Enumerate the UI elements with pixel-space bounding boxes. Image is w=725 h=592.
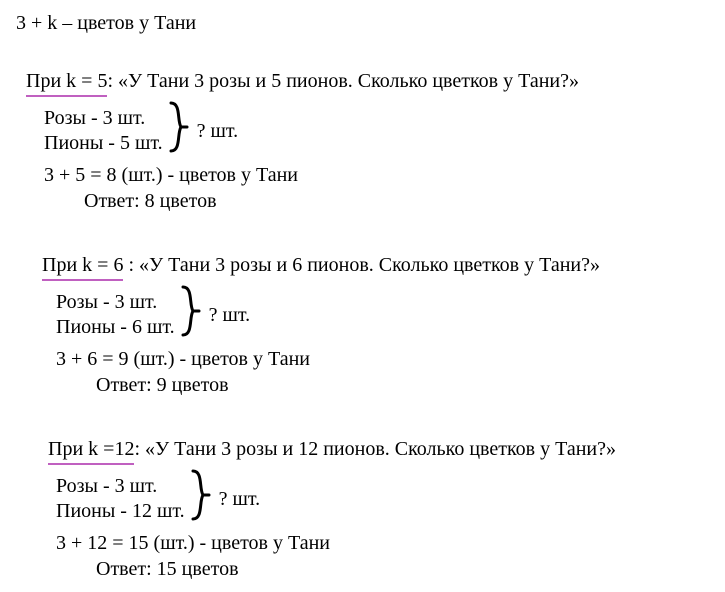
case-0-given-items: Розы - 3 шт. Пионы - 5 шт. — [44, 106, 163, 156]
case-1-k-prefix: При k = — [42, 254, 113, 276]
case-2-given-items: Розы - 3 шт. Пионы - 12 шт. — [56, 474, 185, 524]
case-0-k-label: При k = 5 — [26, 68, 107, 97]
case-2-k-value: 12 — [114, 438, 134, 460]
curly-brace-icon — [167, 101, 191, 160]
case-1-calc-line: 3 + 6 = 9 (шт.) - цветов у Тани — [56, 346, 709, 372]
curly-brace-icon — [189, 469, 213, 528]
case-0-given-group: Розы - 3 шт. Пионы - 5 шт. ? шт. — [44, 101, 709, 160]
case-2-given-group: Розы - 3 шт. Пионы - 12 шт. ? шт. — [56, 469, 709, 528]
case-2-answer-line: Ответ: 15 цветов — [96, 556, 709, 582]
case-2-k-prefix: При k = — [48, 438, 114, 460]
case-2-peony-line: Пионы - 12 шт. — [56, 499, 185, 524]
case-2-calc-line: 3 + 12 = 15 (шт.) - цветов у Тани — [56, 530, 709, 556]
case-1-problem-text: «У Тани 3 розы и 6 пионов. Сколько цветк… — [134, 254, 600, 276]
case-2-question: ? шт. — [219, 486, 261, 512]
curly-brace-icon — [179, 285, 203, 344]
case-1-k-value: 6 — [113, 254, 123, 276]
header-expression: 3 + k – цветов у Тани — [16, 10, 709, 36]
case-1-given-items: Розы - 3 шт. Пионы - 6 шт. — [56, 290, 175, 340]
case-0-question: ? шт. — [197, 118, 239, 144]
case-1-peony-line: Пионы - 6 шт. — [56, 315, 175, 340]
case-1-k-label: При k = 6 — [42, 252, 123, 281]
case-1-rose-line: Розы - 3 шт. — [56, 290, 175, 315]
case-2-title-line: При k =12: «У Тани 3 розы и 12 пионов. С… — [38, 410, 709, 465]
case-0-title-line: При k = 5: «У Тани 3 розы и 5 пионов. Ск… — [16, 42, 709, 97]
case-0-answer-line: Ответ: 8 цветов — [84, 188, 709, 214]
case-0-problem-text: «У Тани 3 розы и 5 пионов. Сколько цветк… — [113, 70, 579, 92]
case-2-k-label: При k =12 — [48, 436, 134, 465]
case-2-problem-text: «У Тани 3 розы и 12 пионов. Сколько цвет… — [140, 438, 616, 460]
case-2-rose-line: Розы - 3 шт. — [56, 474, 185, 499]
case-0-rose-line: Розы - 3 шт. — [44, 106, 163, 131]
case-0-k-prefix: При k = — [26, 70, 97, 92]
case-1-colon: : — [123, 254, 134, 276]
case-1-question: ? шт. — [209, 302, 251, 328]
case-1-given-group: Розы - 3 шт. Пионы - 6 шт. ? шт. — [56, 285, 709, 344]
case-0-calc-line: 3 + 5 = 8 (шт.) - цветов у Тани — [44, 162, 709, 188]
case-1-title-line: При k = 6 : «У Тани 3 розы и 6 пионов. С… — [32, 226, 709, 281]
case-0-peony-line: Пионы - 5 шт. — [44, 131, 163, 156]
case-1-answer-line: Ответ: 9 цветов — [96, 372, 709, 398]
case-0-k-value: 5 — [97, 70, 107, 92]
